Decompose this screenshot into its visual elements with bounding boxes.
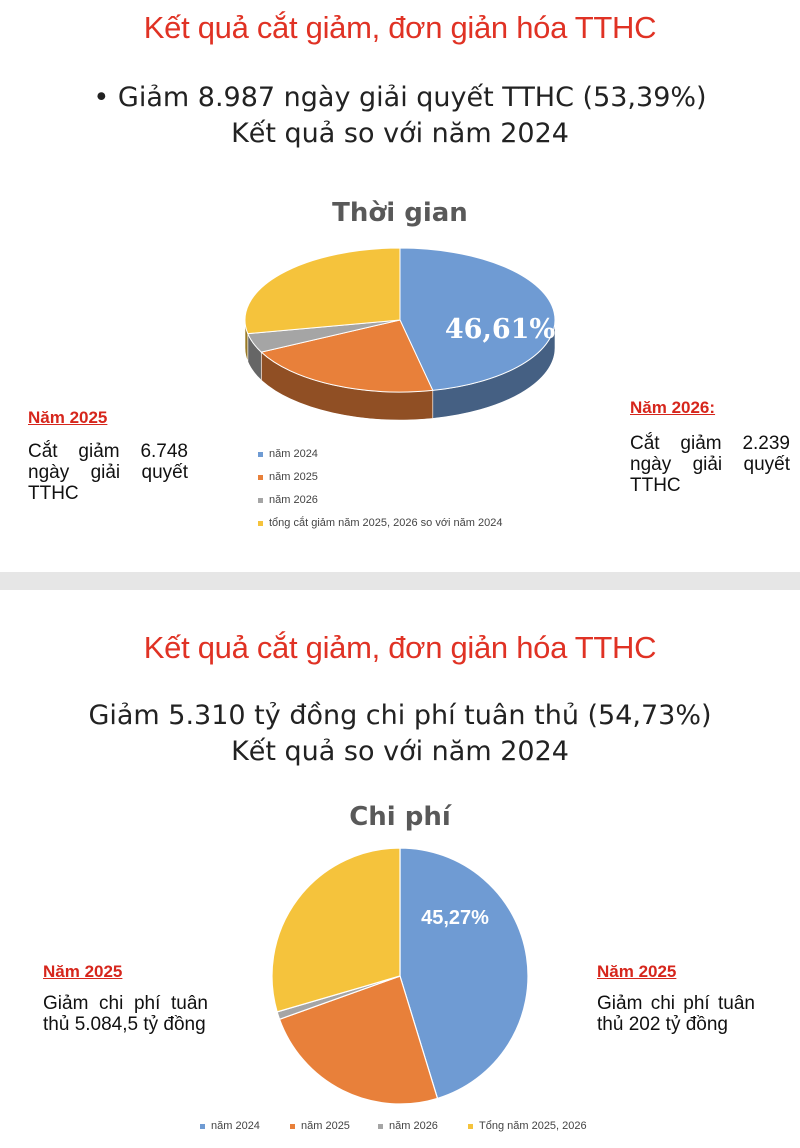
pie1-slice-3: [244, 247, 401, 335]
legend1-label-0: năm 2024: [269, 448, 318, 460]
slide-cost: Kết quả cắt giảm, đơn giản hóa TTHC Giảm…: [0, 590, 800, 1148]
legend2-item-2: năm 2026: [378, 1120, 438, 1132]
legend2-item-1: năm 2025: [290, 1120, 350, 1132]
pie-chart-cost: 45,27%: [271, 847, 529, 1105]
slide-time: Kết quả cắt giảm, đơn giản hóa TTHC • Gi…: [0, 0, 800, 572]
legend1-swatch-2: [258, 497, 263, 503]
legend1-item-2: năm 2026: [258, 494, 318, 506]
chart2-title: Chi phí: [349, 802, 451, 832]
slide2-heading: Kết quả cắt giảm, đơn giản hóa TTHC: [143, 630, 657, 665]
chart1-title: Thời gian: [332, 198, 468, 228]
left-note2-title: Năm 2025: [43, 962, 123, 981]
legend1-label-1: năm 2025: [269, 471, 318, 483]
pie2-slice-1: [278, 975, 439, 1105]
left-note-title: Năm 2025: [28, 408, 108, 427]
pie1-data-label-0: 46,61%: [445, 314, 555, 345]
legend1-swatch-0: [258, 451, 263, 457]
right-note2-body: Giảm chi phí tuân thủ 202 tỷ đồng: [597, 993, 755, 1035]
legend2-item-0: năm 2024: [200, 1120, 260, 1132]
legend2-label-2: năm 2026: [389, 1120, 438, 1132]
pie1-slice-0: [399, 247, 556, 391]
legend1-label-3: tổng cắt giảm năm 2025, 2026 so với năm …: [269, 517, 503, 529]
legend2-item-3: Tổng năm 2025, 2026: [468, 1120, 587, 1132]
legend1-item-0: năm 2024: [258, 448, 318, 460]
right-note2-title: Năm 2025: [597, 962, 677, 981]
pie-chart-time: 46,61%: [244, 247, 556, 421]
legend2-swatch-0: [200, 1123, 205, 1129]
legend2-label-3: Tổng năm 2025, 2026: [479, 1120, 587, 1132]
pie2-slice-0: [399, 847, 529, 1100]
slide2-subtitle-line2: Kết quả so với năm 2024: [231, 736, 569, 767]
left-note-body: Cắt giảm 6.748 ngày giải quyết TTHC: [28, 441, 188, 504]
legend2-swatch-1: [290, 1123, 295, 1129]
slide1-subtitle-line2: Kết quả so với năm 2024: [231, 118, 569, 149]
slide1-heading: Kết quả cắt giảm, đơn giản hóa TTHC: [143, 10, 657, 45]
pie2-data-label-0: 45,27%: [421, 907, 489, 929]
legend1-swatch-3: [258, 520, 263, 526]
slide1-subtitle-line1: • Giảm 8.987 ngày giải quyết TTHC (53,39…: [93, 82, 707, 113]
legend2-label-1: năm 2025: [301, 1120, 350, 1132]
legend1-label-2: năm 2026: [269, 494, 318, 506]
legend1-item-3: tổng cắt giảm năm 2025, 2026 so với năm …: [258, 517, 502, 529]
legend2-label-0: năm 2024: [211, 1120, 260, 1132]
slide2-subtitle-line1: Giảm 5.310 tỷ đồng chi phí tuân thủ (54,…: [88, 700, 712, 731]
right-note-title: Năm 2026:: [630, 398, 716, 417]
legend1-item-1: năm 2025: [258, 471, 318, 483]
slide-divider: [0, 572, 800, 590]
pie2-slice-3: [271, 847, 401, 1013]
legend2-swatch-2: [378, 1123, 383, 1129]
pie1-slice-1: [260, 319, 434, 393]
legend2-swatch-3: [468, 1123, 473, 1129]
right-note-body: Cắt giảm 2.239 ngày giải quyết TTHC: [630, 433, 790, 496]
left-note2-body: Giảm chi phí tuân thủ 5.084,5 tỷ đồng: [43, 993, 208, 1035]
legend1-swatch-1: [258, 474, 263, 480]
